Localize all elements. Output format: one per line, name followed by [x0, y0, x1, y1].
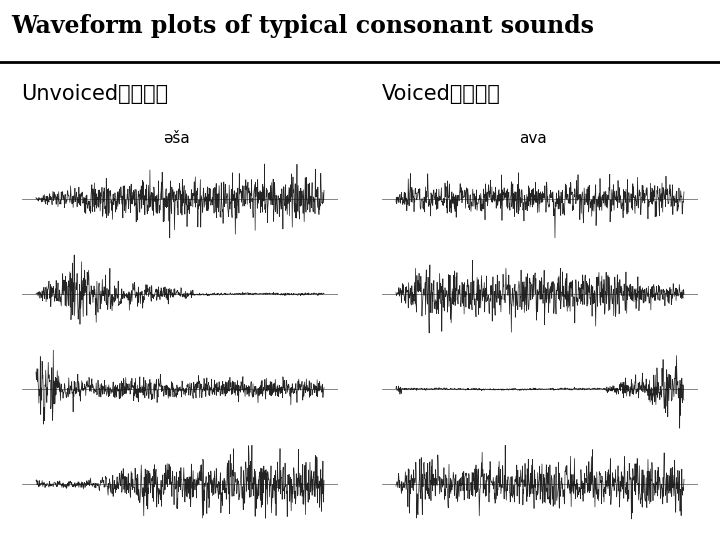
Text: Waveform plots of typical consonant sounds: Waveform plots of typical consonant soun…: [11, 14, 594, 38]
Text: Voiced（濁音）: Voiced（濁音）: [382, 84, 500, 105]
Text: ava: ava: [519, 131, 546, 146]
Text: Unvoiced（清音）: Unvoiced（清音）: [22, 84, 168, 105]
Text: əša: əša: [163, 131, 190, 146]
